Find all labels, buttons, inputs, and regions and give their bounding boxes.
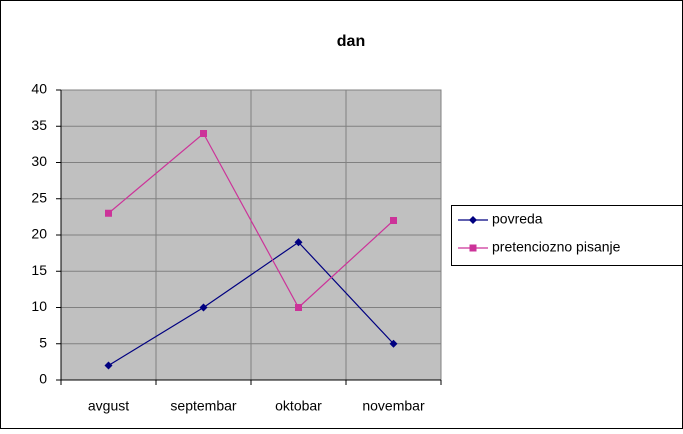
x-tick-label: oktobar	[275, 398, 322, 414]
x-tick-label: avgust	[88, 398, 129, 414]
data-point	[390, 217, 397, 224]
data-point	[104, 361, 113, 370]
y-tick-label: 25	[31, 189, 47, 205]
series-line	[108, 132, 394, 309]
y-tick-label: 30	[31, 153, 47, 169]
data-point	[199, 303, 208, 312]
data-point	[295, 304, 302, 311]
chart-title: dan	[337, 33, 365, 50]
data-point	[294, 238, 303, 247]
y-tick-label: 5	[39, 334, 47, 350]
legend-label: pretenciozno pisanje	[492, 239, 621, 255]
data-point	[389, 339, 398, 348]
data-point	[200, 130, 207, 137]
series-line	[108, 241, 394, 367]
y-tick-label: 20	[31, 226, 47, 242]
data-point	[105, 209, 112, 217]
y-tick-label: 35	[31, 117, 47, 133]
x-tick-label: septembar	[170, 398, 236, 414]
legend-label: povreda	[492, 211, 543, 227]
y-tick-label: 0	[39, 371, 47, 387]
legend-marker	[469, 216, 477, 224]
legend-marker	[469, 244, 477, 252]
x-tick-label: novembar	[362, 398, 425, 414]
y-tick-label: 10	[31, 298, 47, 314]
y-tick-label: 40	[31, 81, 47, 97]
legend	[451, 205, 683, 266]
y-tick-label: 15	[31, 262, 47, 278]
